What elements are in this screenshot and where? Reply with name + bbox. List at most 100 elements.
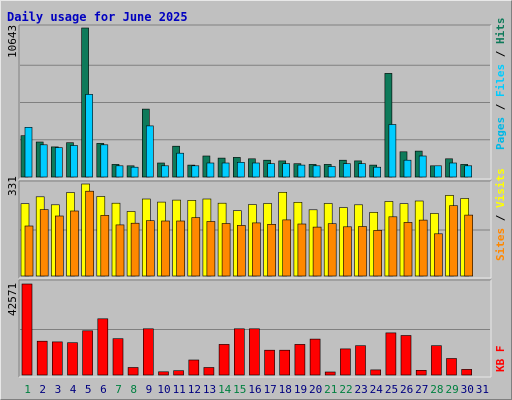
files-bar-26 xyxy=(403,159,412,178)
sites-bar-13 xyxy=(206,221,216,277)
files-bar-10 xyxy=(161,165,169,178)
legend-visits: Visits xyxy=(494,168,507,208)
sites-bar-1 xyxy=(24,225,34,277)
svg-text:Pages / Files / Hits: Pages / Files / Hits xyxy=(494,18,507,151)
sites-bar-24 xyxy=(373,230,383,277)
hits-files-pages-legend: Pages / Files / Hits xyxy=(494,18,507,151)
legend-hits: Hits xyxy=(494,18,507,45)
day-label-22: 22 xyxy=(339,383,352,396)
day-label-19: 19 xyxy=(294,383,307,396)
hits-y-max-label: 10643 xyxy=(6,25,19,58)
kbytes-bar-5 xyxy=(82,330,93,376)
files-bar-9 xyxy=(146,125,154,178)
day-label-31: 31 xyxy=(476,383,489,396)
sites-bar-9 xyxy=(146,220,155,277)
day-label-6: 6 xyxy=(100,383,107,396)
day-label-8: 8 xyxy=(130,383,137,396)
sites-bar-17 xyxy=(267,224,276,277)
files-bar-20 xyxy=(312,165,321,178)
kbytes-bar-13 xyxy=(203,367,215,376)
day-label-10: 10 xyxy=(157,383,170,396)
sites-bar-2 xyxy=(39,209,49,277)
files-bar-5 xyxy=(85,94,93,178)
hits-files-pages-panel xyxy=(18,24,492,180)
sites-bar-10 xyxy=(161,220,170,277)
files-bar-7 xyxy=(115,165,124,178)
files-bar-15 xyxy=(237,162,245,178)
sites-bar-29 xyxy=(449,205,458,277)
day-label-13: 13 xyxy=(203,383,216,396)
visits-sites-legend: Sites / Visits xyxy=(494,168,507,261)
sites-bar-22 xyxy=(343,226,352,277)
sites-bar-30 xyxy=(464,214,474,277)
sites-bar-3 xyxy=(54,215,64,277)
day-label-18: 18 xyxy=(279,383,292,396)
kbytes-bar-30 xyxy=(461,369,473,376)
day-label-17: 17 xyxy=(264,383,277,396)
sites-bar-20 xyxy=(312,226,322,277)
day-label-9: 9 xyxy=(146,383,153,396)
sites-bar-5 xyxy=(85,190,94,277)
files-bar-14 xyxy=(221,162,230,178)
day-label-12: 12 xyxy=(188,383,201,396)
day-label-27: 27 xyxy=(415,383,428,396)
sites-bar-27 xyxy=(418,219,428,277)
files-bar-2 xyxy=(39,144,48,178)
day-label-23: 23 xyxy=(354,383,367,396)
kbytes-panel xyxy=(18,279,492,378)
sites-bar-4 xyxy=(70,210,79,277)
svg-text:Sites / Visits: Sites / Visits xyxy=(494,168,507,261)
sites-bar-23 xyxy=(358,226,367,277)
day-label-3: 3 xyxy=(55,383,62,396)
files-bar-28 xyxy=(434,165,442,178)
sites-bar-25 xyxy=(388,216,398,277)
kbytes-bar-7 xyxy=(112,338,124,376)
files-bar-30 xyxy=(464,165,473,178)
visits-y-max-label: 331 xyxy=(6,176,19,196)
kbytes-bar-23 xyxy=(355,345,366,376)
files-bar-17 xyxy=(267,163,275,178)
kbytes-legend: KB F xyxy=(494,346,507,373)
files-bar-25 xyxy=(388,124,397,178)
kbytes-bar-16 xyxy=(249,328,260,376)
sites-bar-19 xyxy=(297,223,307,277)
day-label-25: 25 xyxy=(385,383,398,396)
files-bar-11 xyxy=(176,152,184,178)
day-label-1: 1 xyxy=(24,383,31,396)
sites-bar-15 xyxy=(237,225,246,277)
files-bar-18 xyxy=(282,163,291,178)
kbytes-bar-29 xyxy=(446,358,457,376)
sites-bar-26 xyxy=(403,222,413,277)
day-label-16: 16 xyxy=(248,383,261,396)
kbytes-bar-20 xyxy=(309,338,321,376)
kbytes-bar-11 xyxy=(173,370,184,376)
files-bar-22 xyxy=(343,163,351,178)
svg-text:KB F: KB F xyxy=(494,346,507,373)
day-label-4: 4 xyxy=(70,383,77,396)
day-label-20: 20 xyxy=(309,383,322,396)
sites-bar-8 xyxy=(130,222,140,277)
day-label-11: 11 xyxy=(173,383,186,396)
kbytes-bar-12 xyxy=(188,359,200,376)
kbytes-bar-26 xyxy=(400,335,412,376)
files-bar-12 xyxy=(191,165,200,178)
kbytes-bar-1 xyxy=(21,283,33,376)
sites-bar-12 xyxy=(191,217,201,277)
chart-title: Daily usage for June 2025 xyxy=(7,10,188,24)
files-bar-16 xyxy=(252,162,260,178)
kbytes-bar-8 xyxy=(127,367,139,376)
day-label-2: 2 xyxy=(39,383,46,396)
files-bar-3 xyxy=(54,147,63,178)
files-bar-29 xyxy=(449,162,457,178)
kbytes-bar-3 xyxy=(51,341,63,376)
day-label-30: 30 xyxy=(461,383,474,396)
kbytes-bar-10 xyxy=(158,371,169,376)
kbytes-bar-4 xyxy=(67,342,78,376)
files-bar-4 xyxy=(70,145,78,178)
kbytes-bar-17 xyxy=(264,349,275,376)
legend-kb-f: KB F xyxy=(494,346,507,373)
sites-bar-14 xyxy=(221,223,231,277)
files-bar-1 xyxy=(24,127,33,178)
legend-sites: Sites xyxy=(494,228,507,261)
